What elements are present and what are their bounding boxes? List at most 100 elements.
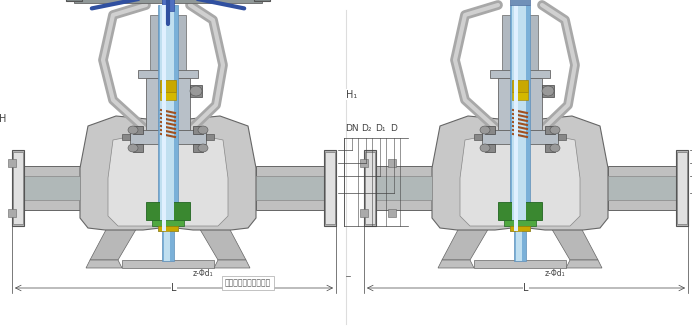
Polygon shape xyxy=(432,116,608,230)
Text: z-Φd₁: z-Φd₁ xyxy=(545,269,565,278)
Bar xyxy=(365,152,375,224)
Bar xyxy=(558,134,566,140)
Ellipse shape xyxy=(480,144,490,152)
Bar xyxy=(256,166,324,210)
Bar xyxy=(138,70,198,78)
Bar xyxy=(510,5,530,231)
Text: 手動截止阀尺寸结构图: 手動截止阀尺寸结构图 xyxy=(225,279,271,288)
Bar xyxy=(474,134,482,140)
Bar xyxy=(364,176,432,200)
Text: L: L xyxy=(523,283,529,293)
Bar xyxy=(490,70,550,78)
Text: H: H xyxy=(0,114,7,124)
Polygon shape xyxy=(108,133,228,226)
Polygon shape xyxy=(198,226,246,260)
Polygon shape xyxy=(90,226,138,260)
Polygon shape xyxy=(566,260,602,268)
Bar xyxy=(12,176,80,200)
Bar xyxy=(146,202,190,220)
Text: D₁: D₁ xyxy=(375,124,385,133)
Bar xyxy=(504,220,536,226)
Bar xyxy=(133,144,143,152)
Polygon shape xyxy=(86,260,122,268)
Bar xyxy=(12,166,80,210)
Ellipse shape xyxy=(128,126,138,134)
Bar xyxy=(162,231,174,261)
Polygon shape xyxy=(550,226,598,260)
Text: L: L xyxy=(171,283,176,293)
Bar xyxy=(545,144,555,152)
Polygon shape xyxy=(460,133,580,226)
Bar xyxy=(8,209,16,217)
Bar xyxy=(474,260,566,268)
Bar xyxy=(514,231,526,261)
Bar xyxy=(74,0,262,3)
Bar xyxy=(13,152,23,224)
Bar xyxy=(360,209,368,217)
Bar xyxy=(360,159,368,167)
Polygon shape xyxy=(214,260,250,268)
Bar xyxy=(510,0,530,5)
Polygon shape xyxy=(442,226,490,260)
Bar xyxy=(388,209,396,217)
Bar xyxy=(485,144,495,152)
Bar xyxy=(512,5,526,231)
Bar xyxy=(608,166,676,210)
Bar xyxy=(510,226,530,231)
Bar xyxy=(193,144,203,152)
Bar xyxy=(8,159,16,167)
Bar xyxy=(150,15,186,70)
Polygon shape xyxy=(438,260,474,268)
Bar xyxy=(388,159,396,167)
Bar xyxy=(254,0,270,1)
Bar xyxy=(162,5,166,231)
Ellipse shape xyxy=(542,86,554,96)
Ellipse shape xyxy=(550,126,560,134)
Bar xyxy=(158,226,178,231)
Bar xyxy=(122,260,214,268)
Bar xyxy=(676,150,688,226)
Ellipse shape xyxy=(480,126,490,134)
Bar xyxy=(160,80,176,92)
Bar xyxy=(146,78,190,130)
Bar xyxy=(498,78,542,130)
Bar xyxy=(12,150,24,226)
Bar xyxy=(512,80,528,92)
Bar xyxy=(324,150,336,226)
Bar xyxy=(152,220,184,226)
Text: H₁: H₁ xyxy=(347,90,358,100)
Bar xyxy=(256,176,324,200)
Bar xyxy=(514,5,518,231)
Ellipse shape xyxy=(190,86,202,96)
Bar xyxy=(542,85,554,97)
Bar xyxy=(66,0,82,1)
Bar xyxy=(133,126,143,134)
Text: D: D xyxy=(390,124,397,133)
Bar xyxy=(193,126,203,134)
Bar xyxy=(162,0,174,11)
Ellipse shape xyxy=(128,144,138,152)
Bar xyxy=(122,134,130,140)
Polygon shape xyxy=(80,116,256,230)
Bar xyxy=(498,202,542,220)
Ellipse shape xyxy=(198,144,208,152)
Bar xyxy=(130,130,206,144)
Bar xyxy=(485,126,495,134)
Text: D₂: D₂ xyxy=(361,124,371,133)
Bar xyxy=(502,15,538,70)
Bar xyxy=(325,152,335,224)
Bar xyxy=(364,166,432,210)
Bar xyxy=(158,5,178,231)
Bar xyxy=(364,150,376,226)
Bar xyxy=(608,176,676,200)
Text: z-Φd₁: z-Φd₁ xyxy=(192,269,213,278)
Bar xyxy=(482,130,558,144)
Ellipse shape xyxy=(550,144,560,152)
Bar xyxy=(545,126,555,134)
Bar xyxy=(160,5,174,231)
Bar xyxy=(164,231,170,261)
Text: DN: DN xyxy=(345,124,359,133)
Bar xyxy=(512,92,528,100)
Bar xyxy=(160,92,176,100)
Bar xyxy=(206,134,214,140)
